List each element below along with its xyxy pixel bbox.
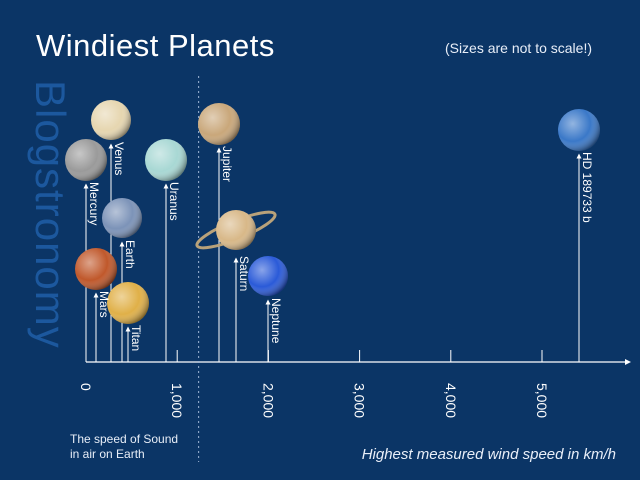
planet-shading-mercury	[65, 139, 107, 181]
planet-label-hd-189733-b: HD 189733 b	[580, 152, 594, 223]
speed-of-sound-note: The speed of Sound in air on Earth	[70, 432, 178, 462]
planet-label-earth: Earth	[123, 240, 137, 269]
planet-shading-titan	[107, 282, 149, 324]
watermark-logo: Blogstronomy	[27, 80, 74, 349]
planet-label-venus: Venus	[112, 142, 126, 175]
planet-shading-hd-189733-b	[558, 109, 600, 151]
planet-label-saturn: Saturn	[237, 256, 251, 291]
planet-label-titan: Titan	[129, 325, 143, 351]
x-tick-label: 5,000	[534, 383, 550, 418]
chart-title: Windiest Planets	[36, 28, 275, 63]
planet-shading-mars	[75, 248, 117, 290]
planet-label-neptune: Neptune	[269, 298, 283, 344]
planet-shading-earth	[102, 198, 142, 238]
planet-shading-saturn	[216, 210, 256, 250]
planet-shading-uranus	[145, 139, 187, 181]
planet-label-mercury: Mercury	[87, 182, 101, 225]
planet-label-uranus: Uranus	[167, 182, 181, 221]
planet-shading-venus	[91, 100, 131, 140]
x-tick-label: 3,000	[352, 383, 368, 418]
speed-of-sound-line1: The speed of Sound	[70, 432, 179, 446]
planet-shading-jupiter	[198, 103, 240, 145]
planet-label-jupiter: Jupiter	[220, 146, 234, 182]
scale-note: (Sizes are not to scale!)	[444, 40, 592, 56]
planet-label-mars: Mars	[97, 291, 111, 318]
planet-shading-neptune	[248, 256, 288, 296]
x-tick-label: 0	[78, 383, 94, 391]
x-axis-label: Highest measured wind speed in km/h	[361, 446, 616, 463]
x-tick-label: 2,000	[260, 383, 276, 418]
x-tick-label: 4,000	[443, 383, 459, 418]
speed-of-sound-line2: in air on Earth	[70, 447, 145, 461]
x-tick-label: 1,000	[169, 383, 185, 418]
